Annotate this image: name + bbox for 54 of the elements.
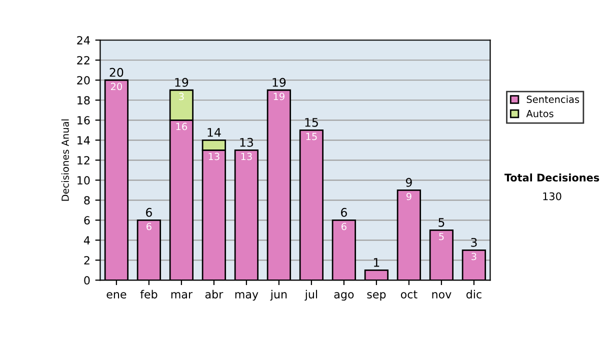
- x-tick-label: mar: [171, 292, 193, 298]
- x-tick-label: jun: [270, 290, 287, 301]
- data-label: 9: [406, 192, 412, 200]
- legend-label: Autos: [526, 110, 554, 118]
- legend-label: Sentencias: [526, 95, 580, 104]
- y-tick-label: 22: [77, 56, 90, 64]
- x-tick-label: ene: [106, 292, 126, 298]
- y-tick-label: 2: [84, 256, 90, 264]
- data-label: 13: [241, 152, 252, 160]
- y-tick-label: 14: [78, 136, 90, 144]
- data-label: 20: [110, 82, 122, 90]
- data-label: 3: [179, 92, 184, 100]
- y-tick-label: 4: [84, 236, 90, 244]
- data-label: 15: [306, 132, 317, 140]
- x-tick-label: feb: [140, 290, 158, 298]
- text: Total Decisiones: [504, 173, 600, 182]
- text: 130: [543, 192, 562, 200]
- data-label: 16: [176, 122, 188, 130]
- total-label: 14: [208, 128, 221, 137]
- total-label: 9: [406, 178, 412, 187]
- total-label: 3: [471, 238, 477, 247]
- y-axis-title: Decisiones Anual: [61, 119, 69, 201]
- y-tick-label: 16: [78, 116, 90, 125]
- total-label: 6: [341, 208, 347, 217]
- x-tick-label: ago: [334, 292, 354, 301]
- data-label: 3: [472, 252, 476, 260]
- x-tick-label: dic: [466, 290, 482, 298]
- total-label: 19: [175, 78, 188, 87]
- total-label: 13: [240, 138, 254, 147]
- x-tick-label: jul: [304, 290, 318, 301]
- data-label: 5: [439, 232, 444, 240]
- total-label: 20: [110, 68, 124, 77]
- total-label: 1: [374, 258, 380, 267]
- total-label: 5: [438, 218, 444, 227]
- total-label: 15: [305, 118, 318, 127]
- data-label: 6: [146, 222, 152, 230]
- y-tick-label: 24: [77, 36, 90, 44]
- y-tick-label: 20: [77, 76, 90, 85]
- data-label: 13: [208, 152, 220, 160]
- x-tick-label: sep: [367, 292, 386, 301]
- total-label: 19: [272, 78, 286, 87]
- y-tick-label: 10: [78, 176, 90, 185]
- x-tick-label: oct: [400, 290, 418, 298]
- y-tick-label: 18: [78, 96, 90, 105]
- x-tick-label: nov: [432, 292, 452, 298]
- x-tick-label: abr: [205, 290, 224, 298]
- y-tick-label: 12: [78, 156, 90, 164]
- y-tick-label: 6: [84, 216, 90, 225]
- data-label: 19: [274, 92, 284, 100]
- y-tick-label: 8: [84, 196, 90, 205]
- y-tick-label: 0: [84, 276, 90, 285]
- x-tick-label: may: [235, 292, 258, 301]
- total-label: 6: [146, 208, 152, 217]
- data-label: 6: [342, 222, 346, 230]
